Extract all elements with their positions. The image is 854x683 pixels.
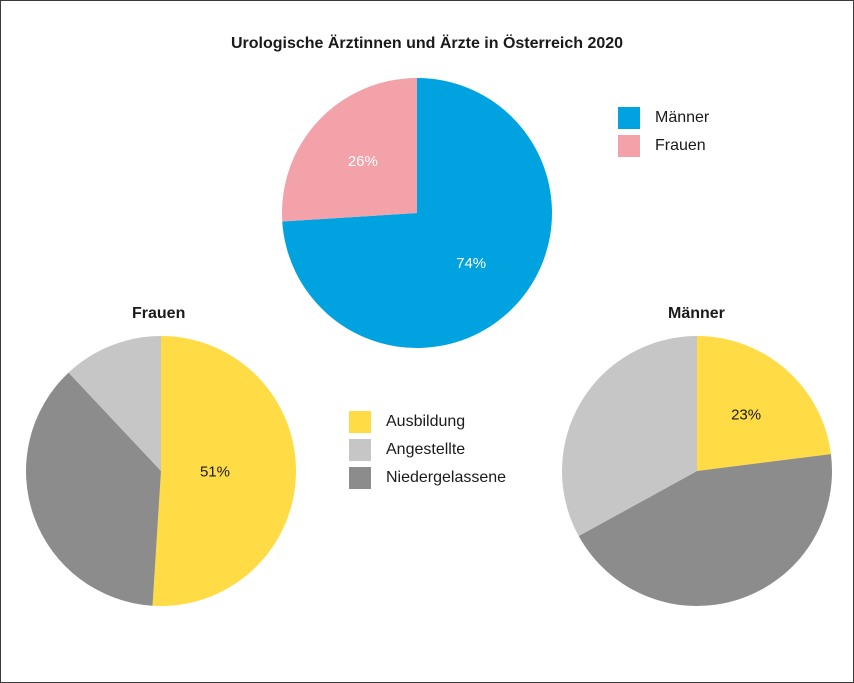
legend-item-ausbildung: Ausbildung xyxy=(349,408,506,436)
legend-swatch-ausbildung xyxy=(349,411,371,433)
pie-slice-frauen-ausbildung xyxy=(152,336,297,607)
data-label-gender-maenner: 74% xyxy=(456,255,486,272)
data-label-gender-frauen: 26% xyxy=(348,153,378,170)
type-legend: Ausbildung Angestellte Niedergelassene xyxy=(349,408,506,492)
legend-item-niedergelassene: Niedergelassene xyxy=(349,464,506,492)
legend-item-frauen: Frauen xyxy=(618,132,709,160)
pie-slice-maenner-niedergelassene xyxy=(578,454,833,607)
legend-item-angestellte: Angestellte xyxy=(349,436,506,464)
pie-slice-gender-maenner xyxy=(282,78,552,348)
legend-label-maenner: Männer xyxy=(655,109,710,126)
legend-swatch-angestellte xyxy=(349,439,371,461)
legend-swatch-maenner xyxy=(618,107,640,129)
frauen-pie-title: Frauen xyxy=(132,305,186,322)
legend-label-angestellte: Angestellte xyxy=(386,441,466,458)
data-label-frauen-ausbildung: 51% xyxy=(200,464,230,481)
data-label-maenner-ausbildung: 23% xyxy=(731,406,761,423)
pie-slice-gender-frauen xyxy=(281,78,417,222)
gender-legend: Männer Frauen xyxy=(618,104,709,160)
chart-title: Urologische Ärztinnen und Ärzte in Öster… xyxy=(230,35,624,52)
maenner-pie-title: Männer xyxy=(668,305,725,322)
pie-slice-maenner-ausbildung xyxy=(697,336,831,471)
pie-slice-maenner-angestellte xyxy=(562,336,697,537)
legend-swatch-niedergelassene xyxy=(349,467,371,489)
pie-slice-frauen-niedergelassene xyxy=(26,372,161,606)
legend-label-ausbildung: Ausbildung xyxy=(386,413,466,430)
legend-item-maenner: Männer xyxy=(618,104,709,132)
legend-label-niedergelassene: Niedergelassene xyxy=(386,469,507,486)
pie-slice-frauen-angestellte xyxy=(68,336,161,471)
legend-label-frauen: Frauen xyxy=(655,137,706,154)
legend-swatch-frauen xyxy=(618,135,640,157)
